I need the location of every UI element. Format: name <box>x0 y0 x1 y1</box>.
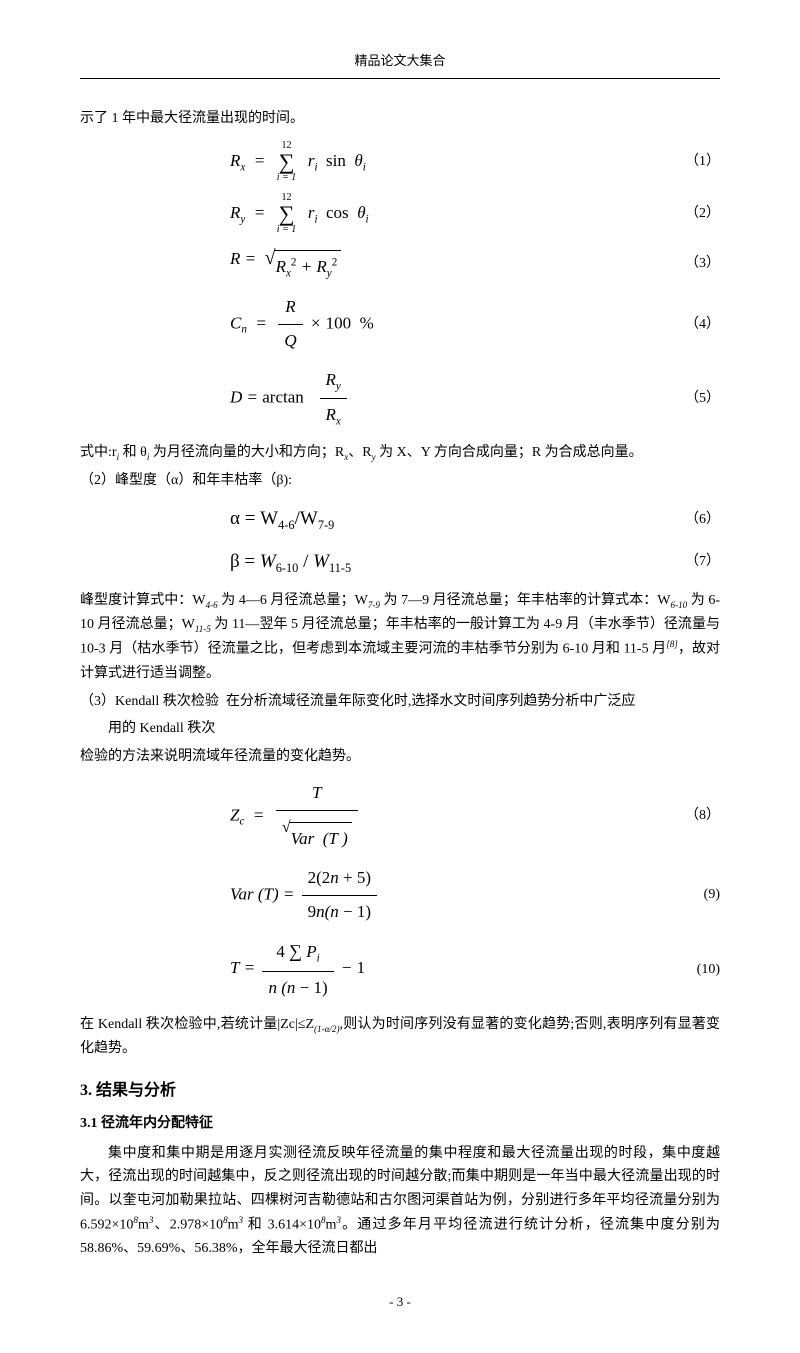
eq1-num: （1） <box>660 150 720 174</box>
sub3-text1: （3）Kendall 秩次检验 在分析流域径流量年际变化时,选择水文时间序列趋势… <box>80 690 720 714</box>
eq7-body: β = W6-10 / W11-5 <box>230 546 660 579</box>
eq3-num: （3） <box>660 252 720 276</box>
equation-8: Zc = T√Var (T ) （8） <box>80 779 720 854</box>
section-3-title: 3. 结果与分析 <box>80 1077 720 1104</box>
equation-7: β = W6-10 / W11-5 （7） <box>80 546 720 579</box>
eq2-body: Ry = 12∑i = 1 ri cos θi <box>230 193 660 235</box>
sub3-text3: 检验的方法来说明流域年径流量的变化趋势。 <box>80 745 720 769</box>
eq10-num: (10) <box>660 958 720 982</box>
eq8-num: （8） <box>660 804 720 828</box>
equation-3: R = √Rx2 + Ry2 （3） <box>80 245 720 283</box>
intro-text: 示了 1 年中最大径流量出现的时间。 <box>80 107 720 131</box>
equation-10: T = 4 ∑ Pin (n − 1) − 1 (10) <box>80 936 720 1002</box>
eq6-num: （6） <box>660 508 720 532</box>
text-after-eq7: 峰型度计算式中：W4-6 为 4—6 月径流总量；W7-9 为 7—9 月径流总… <box>80 589 720 686</box>
eq4-num: （4） <box>660 313 720 337</box>
eq10-body: T = 4 ∑ Pin (n − 1) − 1 <box>230 936 660 1002</box>
section-3-1-title: 3.1 径流年内分配特征 <box>80 1112 720 1136</box>
page-footer: - 3 - <box>80 1291 720 1313</box>
equation-4: Cn = RQ × 100 % （4） <box>80 293 720 356</box>
text-after-eq10: 在 Kendall 秩次检验中,若统计量|Zc|≤Z(1-α/2),则认为时间序… <box>80 1013 720 1061</box>
eq9-body: Var (T) = 2(2n + 5)9n(n − 1) <box>230 864 660 927</box>
eq5-num: （5） <box>660 387 720 411</box>
eq7-num: （7） <box>660 550 720 574</box>
equation-1: Rx = 12∑i = 1 ri sin θi （1） <box>80 141 720 183</box>
sub2-label: （2）峰型度（α）和年丰枯率（β): <box>80 469 720 493</box>
eq5-body: D = arctan RyRx <box>230 366 660 431</box>
sub3-text2: 用的 Kendall 秩次 <box>80 717 720 741</box>
page-header: 精品论文大集合 <box>80 50 720 79</box>
eq1-body: Rx = 12∑i = 1 ri sin θi <box>230 141 660 183</box>
eq3-body: R = √Rx2 + Ry2 <box>230 245 660 283</box>
eq4-body: Cn = RQ × 100 % <box>230 293 660 356</box>
equation-9: Var (T) = 2(2n + 5)9n(n − 1) (9) <box>80 864 720 927</box>
text-after-eq5: 式中:ri 和 θi 为月径流向量的大小和方向；Rx、Ry 为 X、Y 方向合成… <box>80 441 720 465</box>
eq6-body: α = W4-6/W7-9 <box>230 503 660 536</box>
section-3-1-text: 集中度和集中期是用逐月实测径流反映年径流量的集中程度和最大径流量出现的时段，集中… <box>80 1142 720 1262</box>
equation-5: D = arctan RyRx （5） <box>80 366 720 431</box>
eq9-num: (9) <box>660 883 720 907</box>
eq2-num: （2） <box>660 202 720 226</box>
equation-6: α = W4-6/W7-9 （6） <box>80 503 720 536</box>
equation-2: Ry = 12∑i = 1 ri cos θi （2） <box>80 193 720 235</box>
eq8-body: Zc = T√Var (T ) <box>230 779 660 854</box>
